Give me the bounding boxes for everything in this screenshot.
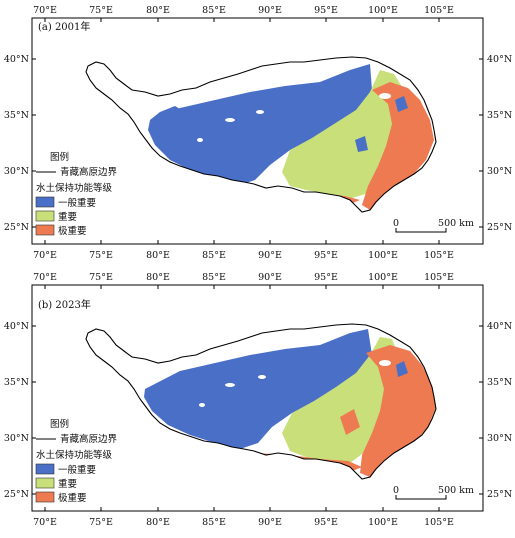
x-tick-bottom: 95°E <box>314 517 338 528</box>
legend-swatch-extreme <box>35 491 55 503</box>
y-tick-right: 25°N <box>487 489 512 500</box>
y-tick-left: 25°N <box>4 222 29 233</box>
y-tick-right: 30°N <box>487 166 512 177</box>
x-tick-top: 70°E <box>33 272 57 283</box>
x-tick-bottom: 75°E <box>89 250 113 261</box>
legend-label-extreme: 极重要 <box>58 225 87 237</box>
y-tick-right: 40°N <box>487 321 512 332</box>
x-tick-top: 95°E <box>314 272 338 283</box>
map-panel-2001: 70°E 75°E 80°E 85°E 90°E 95°E 100°E 105°… <box>0 0 515 267</box>
y-tick-left: 30°N <box>4 433 29 444</box>
x-tick-top: 75°E <box>89 5 113 16</box>
y-tick-right: 25°N <box>487 222 512 233</box>
x-tick-bottom: 75°E <box>89 517 113 528</box>
legend-level-title: 水土保持功能等级 <box>36 182 113 194</box>
panel-label: (a) 2001年 <box>38 20 90 33</box>
x-tick-top: 90°E <box>258 272 282 283</box>
y-tick-left: 40°N <box>4 54 29 65</box>
y-tick-left: 40°N <box>4 321 29 332</box>
panel-label: (b) 2023年 <box>38 298 91 311</box>
x-tick-top: 100°E <box>368 272 398 283</box>
y-tick-right: 30°N <box>487 433 512 444</box>
x-tick-bottom: 90°E <box>258 517 282 528</box>
x-tick-top: 95°E <box>314 5 338 16</box>
plateau-boundary <box>85 323 437 480</box>
x-tick-bottom: 105°E <box>424 517 454 528</box>
x-tick-bottom: 90°E <box>258 250 282 261</box>
legend-label-important: 重要 <box>58 478 77 490</box>
x-tick-bottom: 85°E <box>202 250 226 261</box>
legend-label-important: 重要 <box>58 211 77 223</box>
scale-end: 500 km <box>438 218 474 229</box>
x-tick-bottom: 105°E <box>424 250 454 261</box>
x-tick-top: 80°E <box>146 5 170 16</box>
x-tick-top: 85°E <box>202 272 226 283</box>
scale-start: 0 <box>393 218 399 229</box>
plateau-boundary <box>85 56 437 213</box>
scale-end: 500 km <box>438 485 474 496</box>
x-tick-bottom: 80°E <box>146 250 170 261</box>
legend-level-title: 水土保持功能等级 <box>36 449 113 461</box>
x-tick-top: 75°E <box>89 272 113 283</box>
scale-bar: 0 500 km <box>393 218 474 233</box>
y-tick-right: 35°N <box>487 377 512 388</box>
y-tick-left: 25°N <box>4 489 29 500</box>
legend-swatch-important <box>35 210 55 222</box>
legend-boundary-label: 青藏高原边界 <box>60 166 118 178</box>
x-tick-bottom: 95°E <box>314 250 338 261</box>
legend-label-extreme: 极重要 <box>58 492 87 504</box>
legend-swatch-general <box>35 463 55 475</box>
scale-bar: 0 500 km <box>393 485 474 500</box>
x-tick-top: 70°E <box>33 5 57 16</box>
y-tick-right: 40°N <box>487 54 512 65</box>
y-tick-left: 35°N <box>4 110 29 121</box>
legend-title: 图例 <box>50 151 69 163</box>
scale-start: 0 <box>393 485 399 496</box>
map-panel-2023: 70°E 75°E 80°E 85°E 90°E 95°E 100°E 105°… <box>0 267 515 534</box>
x-tick-top: 80°E <box>146 272 170 283</box>
x-tick-top: 105°E <box>424 272 454 283</box>
tick-marks <box>32 285 483 511</box>
x-tick-top: 100°E <box>368 5 398 16</box>
legend-boundary-label: 青藏高原边界 <box>60 433 118 445</box>
tick-marks <box>32 18 483 244</box>
x-tick-top: 105°E <box>424 5 454 16</box>
legend-swatch-general <box>35 196 55 208</box>
legend: 图例 青藏高原边界 水土保持功能等级 一般重要 重要 极重要 <box>35 151 118 237</box>
x-tick-bottom: 70°E <box>33 517 57 528</box>
y-tick-right: 35°N <box>487 110 512 121</box>
map-svg: 70°E 75°E 80°E 85°E 90°E 95°E 100°E 105°… <box>4 5 512 261</box>
legend-label-general: 一般重要 <box>58 197 96 209</box>
x-tick-bottom: 80°E <box>146 517 170 528</box>
x-tick-bottom: 100°E <box>368 517 398 528</box>
x-tick-top: 85°E <box>202 5 226 16</box>
legend-swatch-important <box>35 477 55 489</box>
legend-swatch-extreme <box>35 224 55 236</box>
x-tick-bottom: 100°E <box>368 250 398 261</box>
y-tick-left: 35°N <box>4 377 29 388</box>
legend: 图例 青藏高原边界 水土保持功能等级 一般重要 重要 极重要 <box>35 418 118 504</box>
legend-title: 图例 <box>50 418 69 430</box>
x-tick-bottom: 85°E <box>202 517 226 528</box>
x-tick-bottom: 70°E <box>33 250 57 261</box>
x-tick-top: 90°E <box>258 5 282 16</box>
legend-label-general: 一般重要 <box>58 464 96 476</box>
y-tick-left: 30°N <box>4 166 29 177</box>
map-svg: 70°E 75°E 80°E 85°E 90°E 95°E 100°E 105°… <box>4 272 512 528</box>
